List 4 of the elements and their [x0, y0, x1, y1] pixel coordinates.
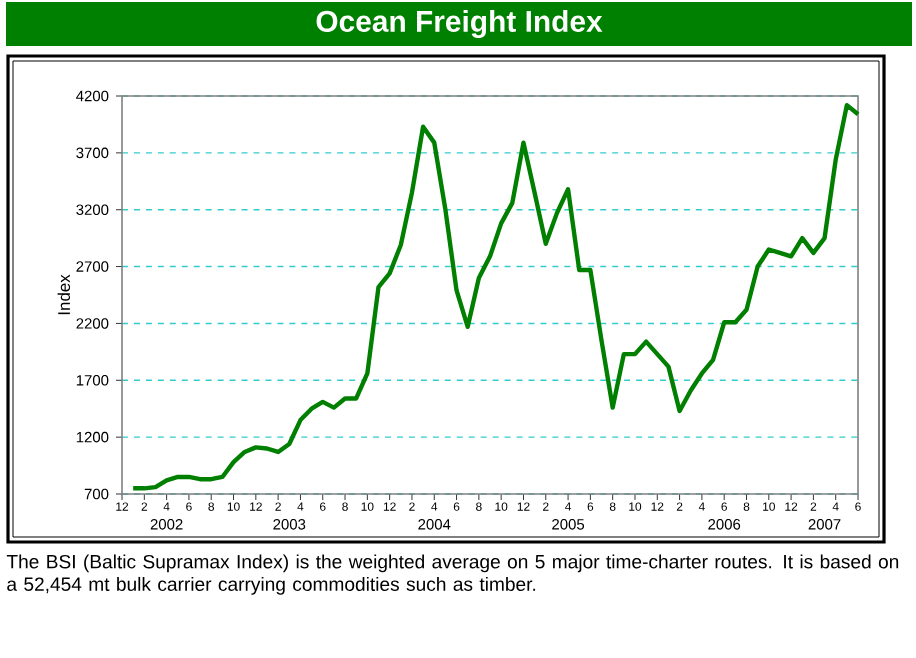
chart-title: Ocean Freight Index: [316, 10, 603, 38]
text: The BSI (Baltic Supramax Index) is the weighted average on 5 major time-charter routes. It is based on a 52,454 mt bulk carrier carrying commodities such as timber.: [6, 554, 899, 595]
line-series: [130, 102, 861, 491]
y-axis-title: Index: [57, 274, 71, 315]
